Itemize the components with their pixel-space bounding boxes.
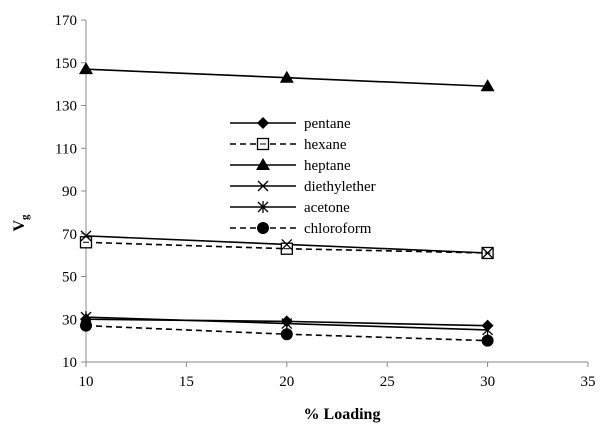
- series-markers: [79, 62, 495, 347]
- y-tick-label: 10: [62, 355, 77, 371]
- y-tick-labels: 10 30 50 70 90 110 130 150 170: [55, 13, 78, 371]
- y-tick-label: 110: [55, 141, 77, 157]
- legend-label-hexane: hexane: [304, 137, 347, 153]
- data-point-acetone: [281, 317, 293, 330]
- data-point-acetone: [482, 323, 494, 336]
- x-tick-label: 35: [581, 374, 596, 390]
- data-point-chloroform: [481, 334, 494, 347]
- legend-marker-chloroform: [257, 222, 269, 234]
- y-tick-label: 170: [55, 13, 78, 29]
- x-tick-labels: 10 15 20 25 30 35: [79, 374, 596, 390]
- x-tick-label: 30: [480, 374, 495, 390]
- x-tick-label: 25: [380, 374, 395, 390]
- legend: pentane hexane heptane diethylether acetone c…: [230, 116, 376, 237]
- y-tick-label: 70: [62, 227, 77, 243]
- x-tick-label: 10: [79, 374, 94, 390]
- legend-label-pentane: pentane: [304, 116, 351, 132]
- y-tick-label: 90: [62, 184, 77, 200]
- legend-marker-acetone: [257, 201, 269, 213]
- x-tick-label: 15: [179, 374, 194, 390]
- series-lines: [85, 68, 488, 342]
- legend-label-acetone: acetone: [304, 200, 350, 216]
- legend-label-heptane: heptane: [304, 158, 351, 174]
- data-point-hexane: [79, 236, 93, 249]
- legend-marker-pentane: [257, 117, 269, 129]
- y-tick-label: 30: [62, 312, 77, 328]
- axes: [81, 19, 589, 367]
- data-point-chloroform: [280, 328, 293, 341]
- data-point-heptane: [79, 62, 93, 75]
- y-axis-title-sub: g: [19, 214, 31, 220]
- data-point-diethylether: [80, 230, 92, 242]
- data-point-diethylether: [281, 238, 293, 250]
- data-point-heptane: [480, 79, 495, 92]
- legend-label-diethylether: diethylether: [304, 179, 376, 195]
- x-axis-title: % Loading: [304, 406, 381, 423]
- y-tick-label: 130: [55, 99, 78, 115]
- y-tick-label: 50: [62, 270, 77, 286]
- data-point-chloroform: [80, 319, 92, 332]
- y-axis-title: Vg: [11, 214, 31, 232]
- data-point-diethylether: [482, 247, 494, 259]
- data-point-heptane: [279, 70, 294, 83]
- legend-marker-hexane: [256, 137, 270, 151]
- x-tick-label: 20: [279, 374, 294, 390]
- y-tick-label: 150: [55, 56, 78, 72]
- y-axis-title-main: V: [11, 220, 28, 232]
- legend-marker-diethylether: [257, 180, 269, 192]
- legend-marker-heptane: [256, 158, 270, 170]
- legend-label-chloroform: chloroform: [304, 221, 372, 237]
- data-point-hexane: [280, 242, 293, 255]
